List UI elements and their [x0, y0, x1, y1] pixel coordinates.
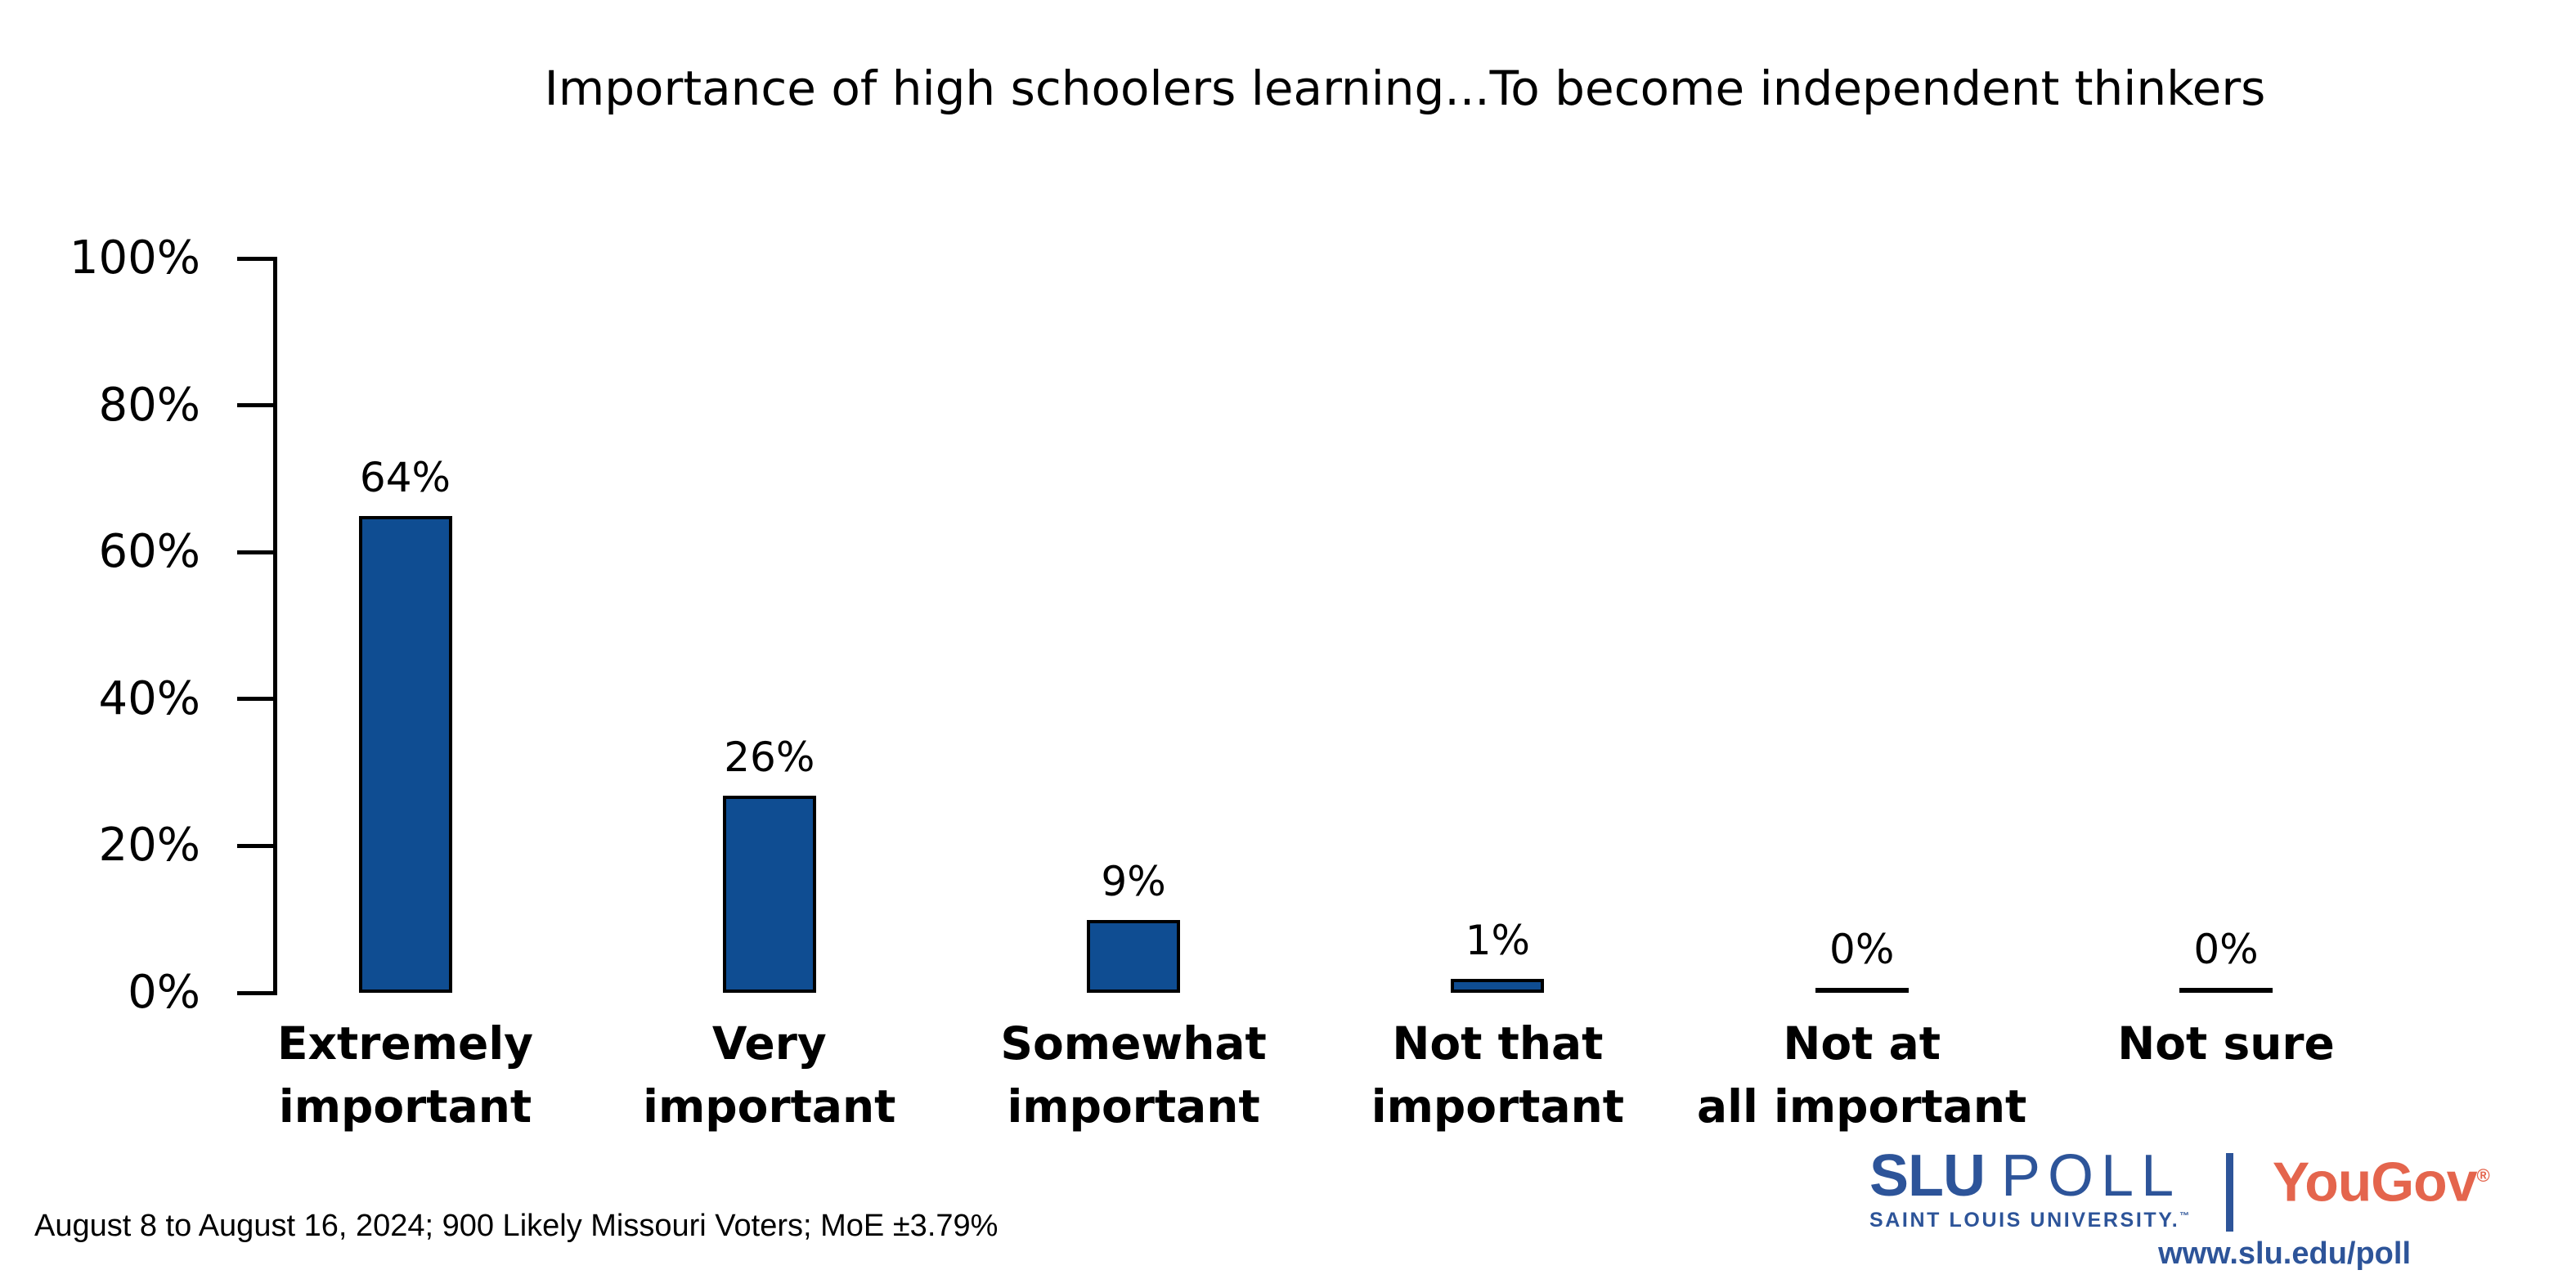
y-tick: [237, 550, 273, 554]
yougov-logo-text: YouGov®: [2272, 1151, 2490, 1214]
y-axis-line: [273, 257, 277, 995]
logo-divider: [2225, 1153, 2233, 1232]
bar-value-label: 26%: [724, 733, 815, 781]
y-tick: [237, 697, 273, 702]
trademark-mark: ™: [2179, 1209, 2192, 1222]
slu-poll-yougov-logo: SLU POLL SAINT LOUIS UNIVERSITY.™ YouGov…: [1869, 1147, 2490, 1232]
category-label: Extremely important: [276, 1017, 534, 1133]
bar-value-label: 1%: [1465, 917, 1531, 965]
bar-zero-line: [2179, 988, 2273, 993]
chart-title: Importance of high schoolers learning...…: [544, 61, 2266, 116]
y-tick-label: 100%: [69, 231, 200, 285]
y-tick-label: 80%: [98, 378, 200, 432]
category-label: Not sure: [2117, 1017, 2335, 1070]
footnote: August 8 to August 16, 2024; 900 Likely …: [34, 1209, 999, 1243]
y-tick-label: 60%: [98, 525, 200, 579]
y-tick-label: 40%: [98, 671, 200, 725]
category-label: Somewhat important: [1000, 1017, 1267, 1133]
bar-value-label: 9%: [1101, 858, 1166, 906]
bar-zero-line: [1815, 988, 1909, 993]
poll-logo-text: POLL: [2001, 1143, 2182, 1209]
category-label: Very important: [643, 1017, 896, 1133]
registered-mark: ®: [2476, 1165, 2490, 1186]
bar-value-label: 64%: [359, 454, 451, 502]
category-label: Not that important: [1371, 1017, 1625, 1133]
bar: [358, 516, 452, 993]
slu-poll-website: www.slu.edu/poll: [2158, 1236, 2411, 1271]
y-tick: [237, 843, 273, 848]
bar: [1087, 920, 1181, 993]
y-tick: [237, 256, 273, 261]
y-tick: [237, 990, 273, 995]
slu-poll-logo: SLU POLL SAINT LOUIS UNIVERSITY.™: [1869, 1147, 2192, 1232]
bar: [722, 795, 816, 993]
y-tick: [237, 403, 273, 408]
slu-tagline: SAINT LOUIS UNIVERSITY.™: [1869, 1209, 2192, 1232]
slu-logo-text: SLU: [1869, 1143, 1986, 1209]
bar: [1451, 979, 1545, 993]
y-tick-label: 20%: [98, 819, 200, 873]
bar-value-label: 0%: [1829, 926, 1895, 973]
y-tick-label: 0%: [128, 966, 200, 1019]
bar-value-label: 0%: [2193, 926, 2259, 973]
category-label: Not at all important: [1697, 1017, 2027, 1133]
